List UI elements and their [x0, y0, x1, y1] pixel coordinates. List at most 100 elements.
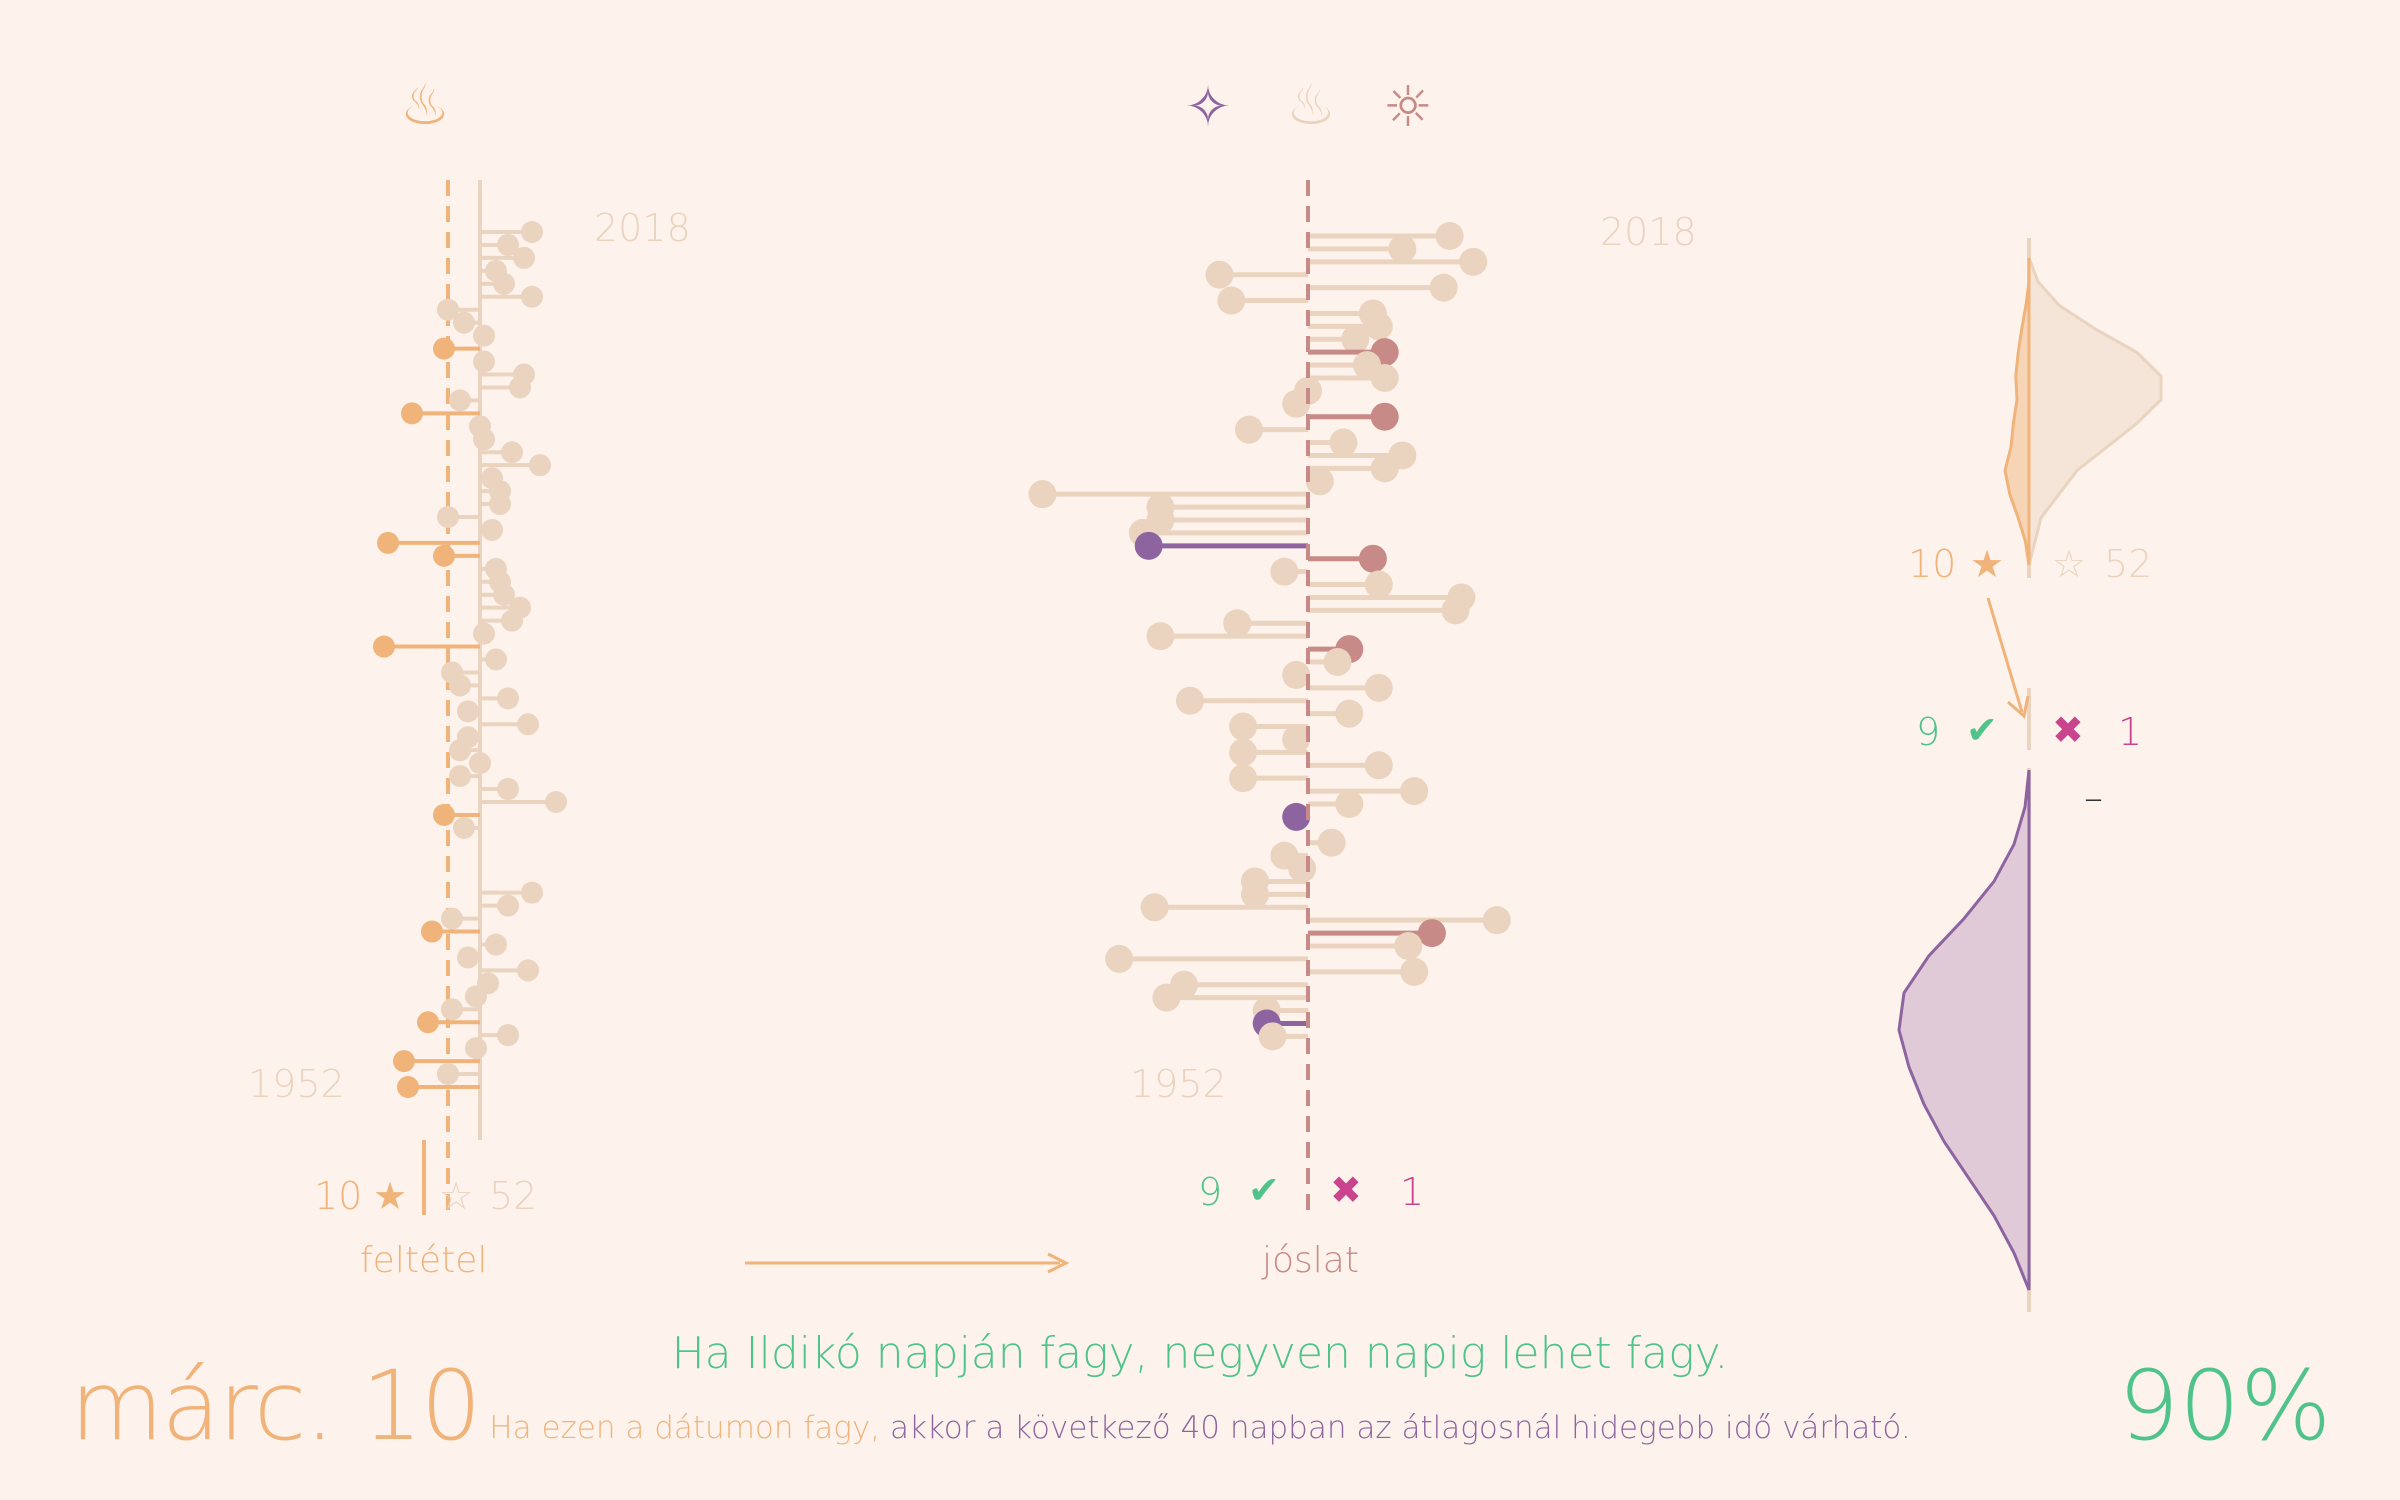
cond-arrow-line — [1986, 597, 2024, 713]
cond-dot — [497, 687, 519, 710]
fc-dot — [1441, 596, 1470, 625]
fc-dot — [1317, 828, 1346, 857]
fc-dot — [1341, 325, 1370, 354]
fc-correct-count: 9 — [1198, 1170, 1223, 1214]
fc-dot — [1305, 467, 1334, 496]
fc-frost-year-dot — [1282, 802, 1311, 831]
fc-dot — [1229, 712, 1258, 741]
fc-dot — [1482, 906, 1511, 935]
cond-dot — [489, 493, 511, 516]
fc-dot — [1270, 557, 1299, 586]
fc-dot — [1323, 648, 1352, 676]
fc-dot — [1217, 286, 1246, 315]
cond-dot — [509, 376, 531, 399]
dash-mark: – — [2084, 776, 2103, 820]
dist-frost-density — [2003, 258, 2031, 566]
dist-nofrost-density — [2027, 257, 2163, 566]
fc-dot — [1335, 699, 1364, 728]
fc-dot — [1394, 932, 1423, 960]
cond-dot — [473, 350, 495, 373]
cond-frost-dot — [393, 1050, 415, 1073]
cond-dot — [497, 778, 519, 801]
cond-dot — [473, 428, 495, 451]
fc-dot — [1235, 415, 1263, 444]
fc-dot — [1400, 957, 1429, 986]
cond-dot — [513, 246, 535, 269]
cond-dot — [469, 752, 491, 775]
cond-frost-dot — [397, 1076, 419, 1098]
dist-wrong-count: 1 — [2118, 710, 2143, 754]
explanation-line: Ha ezen a dátumon fagy, akkor a következ… — [0, 1410, 2400, 1446]
explanation-forecast: akkor a következő 40 napban az átlagosná… — [889, 1410, 1911, 1446]
check-icon: ✔ — [1966, 708, 1998, 752]
dist-correct-count: 9 — [1916, 710, 1941, 754]
fc-dot — [1364, 570, 1393, 599]
cond-dot — [521, 881, 543, 904]
hot-spring-icon: ♨ — [399, 73, 451, 138]
cond-dot — [465, 1037, 487, 1060]
cond-year-bottom: 1952 — [248, 1062, 345, 1106]
cond-dot — [501, 609, 523, 632]
dist-frost-count: 10 — [1908, 542, 1957, 586]
fc-dot — [1282, 660, 1311, 689]
flow-arrow-head — [1047, 1252, 1070, 1274]
fc-dot — [1229, 738, 1258, 767]
cond-nofrost-count: 52 — [489, 1174, 538, 1218]
cond-dot — [521, 285, 543, 308]
cond-frost-dot — [417, 1011, 439, 1034]
check-icon: ✔ — [1248, 1168, 1280, 1212]
cond-dot — [545, 791, 567, 813]
star-empty-icon: ☆ — [439, 1174, 474, 1218]
cond-year-top: 2018 — [594, 206, 691, 250]
cond-frost-dot — [401, 402, 423, 425]
cond-dot — [497, 1024, 519, 1047]
fc-dot — [1282, 725, 1311, 754]
accuracy-percent: 90% — [2118, 1350, 2332, 1462]
cond-dot — [449, 765, 471, 788]
fc-dot — [1140, 893, 1169, 922]
saying-headline: Ha Ildikó napján fagy, negyven napig leh… — [671, 1328, 1729, 1379]
cond-frost-dot — [373, 635, 395, 658]
fc-dot — [1364, 673, 1393, 702]
fc-wrong-count: 1 — [1400, 1170, 1425, 1214]
cond-dot — [457, 946, 479, 969]
fc-dot — [1400, 777, 1429, 806]
cond-dot — [497, 894, 519, 917]
forecast-panel — [1028, 180, 1511, 1210]
cross-icon: ✖ — [2052, 708, 2084, 752]
fc-dot — [1028, 480, 1057, 509]
cond-dot — [457, 700, 479, 723]
fc-dot — [1240, 880, 1269, 909]
cond-dot — [517, 959, 539, 982]
fc-year-bottom: 1952 — [1130, 1062, 1227, 1106]
fc-dot — [1388, 234, 1417, 263]
cond-dot — [501, 441, 523, 464]
fc-dot — [1176, 686, 1204, 715]
cond-dot — [473, 622, 495, 645]
fc-year-top: 2018 — [1600, 210, 1697, 254]
cond-dot — [521, 221, 543, 243]
forecast-label: jóslat — [1262, 1240, 1359, 1281]
cond-dot — [485, 648, 507, 671]
cond-frost-dot — [377, 531, 399, 554]
dist-forecast-density — [1897, 769, 2031, 1291]
cond-dot — [453, 816, 475, 839]
fc-dot — [1335, 790, 1364, 818]
sun-icon: ☼ — [1382, 75, 1434, 140]
star-filled-icon: ★ — [1970, 542, 2005, 586]
fc-dot — [1282, 389, 1311, 418]
condition-label: feltétel — [360, 1240, 488, 1281]
fc-dot — [1364, 751, 1393, 780]
dist-nofrost-count: 52 — [2104, 542, 2153, 586]
star-filled-icon: ★ — [373, 1174, 408, 1218]
fc-frost-year-dot — [1134, 531, 1163, 560]
cond-dot — [441, 907, 463, 930]
cond-dot — [517, 713, 539, 736]
fc-dot — [1429, 273, 1458, 302]
cond-dot — [437, 298, 459, 321]
cond-dot — [481, 518, 503, 541]
cond-dot — [449, 389, 471, 412]
fc-dot — [1459, 247, 1488, 276]
cond-frost-dot — [433, 803, 455, 826]
